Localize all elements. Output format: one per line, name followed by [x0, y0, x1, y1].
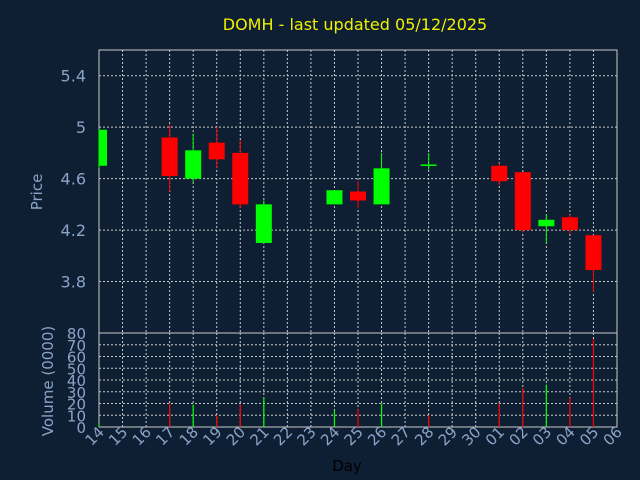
volume-tick-label: 50: [67, 360, 86, 378]
volume-tick-label: 30: [67, 384, 86, 402]
candle-body: [585, 235, 602, 270]
price-axis-label: Price: [28, 174, 46, 211]
candle-body: [420, 164, 437, 166]
candle-14: [98, 129, 107, 169]
volume-tick-label: 40: [67, 372, 86, 390]
candle-body: [255, 204, 272, 243]
volume-tick-label: 0: [76, 419, 86, 437]
price-tick-label: 5: [76, 118, 86, 137]
x-axis-label: Day: [332, 457, 362, 475]
candle-21: [255, 200, 272, 243]
candle-01: [491, 163, 508, 186]
volume-tick-label: 70: [67, 337, 86, 355]
candle-body: [185, 150, 202, 179]
candle-17: [161, 124, 178, 192]
volume-tick-label: 20: [67, 396, 86, 414]
volume-tick-label: 60: [67, 349, 86, 367]
price-tick-label: 4.6: [61, 170, 86, 189]
volume-axis-label: Volume (0000): [39, 326, 57, 436]
candle-body: [373, 168, 390, 205]
volume-tick-label: 80: [67, 325, 86, 343]
candle-04: [561, 214, 578, 234]
candle-body: [208, 142, 225, 160]
price-tick-label: 4.2: [61, 221, 86, 240]
chart-title: DOMH - last updated 05/12/2025: [223, 15, 487, 34]
candle-20: [232, 140, 249, 209]
price-tick-label: 5.4: [61, 67, 86, 86]
candle-body: [491, 165, 508, 182]
candle-body: [161, 137, 178, 177]
volume-tick-label: 10: [67, 407, 86, 425]
candle-body: [350, 191, 366, 201]
candle-body: [514, 172, 531, 231]
candle-body: [99, 129, 107, 166]
candle-25: [350, 181, 366, 209]
candle-26: [373, 152, 390, 205]
candle-28: [420, 152, 437, 170]
candle-body: [326, 190, 343, 205]
candle-02: [514, 172, 531, 233]
price-tick-label: 3.8: [61, 273, 86, 292]
candle-05: [585, 235, 602, 292]
candle-03: [538, 214, 555, 243]
candle-24: [326, 190, 343, 205]
candle-body: [232, 152, 249, 205]
candle-body: [538, 219, 555, 227]
price-panel: 3.8 4.2 4.6 5 5.4: [61, 49, 618, 334]
candle-18: [185, 133, 202, 183]
volume-panel: 0102030405060708014151617181920212223242…: [67, 325, 626, 449]
candle-19: [208, 127, 225, 169]
candle-body: [561, 217, 578, 231]
